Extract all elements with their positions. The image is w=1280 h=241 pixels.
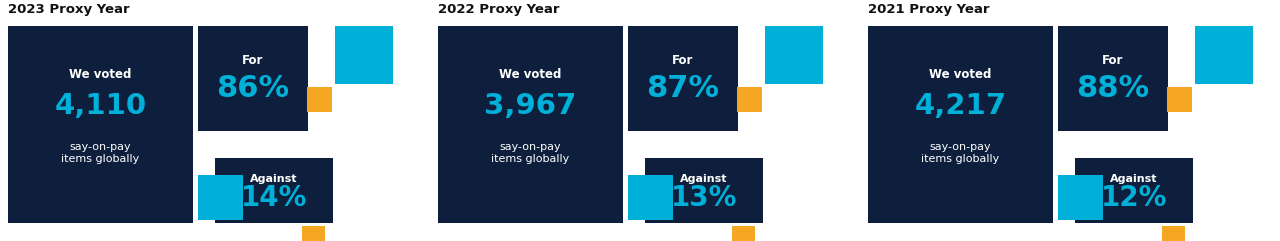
Text: items globally: items globally bbox=[922, 154, 1000, 165]
Text: 86%: 86% bbox=[216, 74, 289, 103]
Text: Against: Against bbox=[251, 174, 298, 183]
Text: 2021 Proxy Year: 2021 Proxy Year bbox=[868, 3, 989, 16]
Bar bbox=[215, 158, 333, 223]
Text: 4,217: 4,217 bbox=[914, 93, 1006, 120]
Text: say-on-pay: say-on-pay bbox=[69, 141, 132, 152]
Bar bbox=[1059, 26, 1169, 131]
Text: 3,967: 3,967 bbox=[484, 93, 577, 120]
Text: We voted: We voted bbox=[499, 68, 562, 81]
Text: items globally: items globally bbox=[492, 154, 570, 165]
Text: 87%: 87% bbox=[646, 74, 719, 103]
Text: 2023 Proxy Year: 2023 Proxy Year bbox=[8, 3, 129, 16]
Bar bbox=[302, 226, 325, 241]
Bar bbox=[335, 26, 393, 84]
Bar bbox=[628, 26, 739, 131]
Bar bbox=[198, 26, 308, 131]
Text: We voted: We voted bbox=[69, 68, 132, 81]
Bar bbox=[1162, 226, 1185, 241]
Text: 88%: 88% bbox=[1076, 74, 1149, 103]
Text: Against: Against bbox=[1110, 174, 1157, 183]
Bar bbox=[8, 26, 193, 223]
Text: For: For bbox=[242, 54, 264, 67]
Bar bbox=[645, 158, 763, 223]
Bar bbox=[765, 26, 823, 84]
Bar bbox=[628, 175, 673, 220]
Text: 14%: 14% bbox=[241, 185, 307, 213]
Text: For: For bbox=[1102, 54, 1124, 67]
Bar bbox=[737, 87, 762, 112]
Text: 12%: 12% bbox=[1101, 185, 1167, 213]
Bar bbox=[732, 226, 755, 241]
Text: 4,110: 4,110 bbox=[55, 93, 147, 120]
Bar bbox=[438, 26, 623, 223]
Text: 13%: 13% bbox=[671, 185, 737, 213]
Bar bbox=[1059, 175, 1103, 220]
Text: say-on-pay: say-on-pay bbox=[929, 141, 991, 152]
Text: say-on-pay: say-on-pay bbox=[499, 141, 562, 152]
Text: 2022 Proxy Year: 2022 Proxy Year bbox=[438, 3, 559, 16]
Text: Against: Against bbox=[680, 174, 728, 183]
Bar bbox=[1167, 87, 1192, 112]
Text: items globally: items globally bbox=[61, 154, 140, 165]
Bar bbox=[198, 175, 243, 220]
Bar bbox=[1075, 158, 1193, 223]
Bar bbox=[307, 87, 332, 112]
Bar bbox=[1196, 26, 1253, 84]
Text: We voted: We voted bbox=[929, 68, 992, 81]
Text: For: For bbox=[672, 54, 694, 67]
Bar bbox=[868, 26, 1053, 223]
